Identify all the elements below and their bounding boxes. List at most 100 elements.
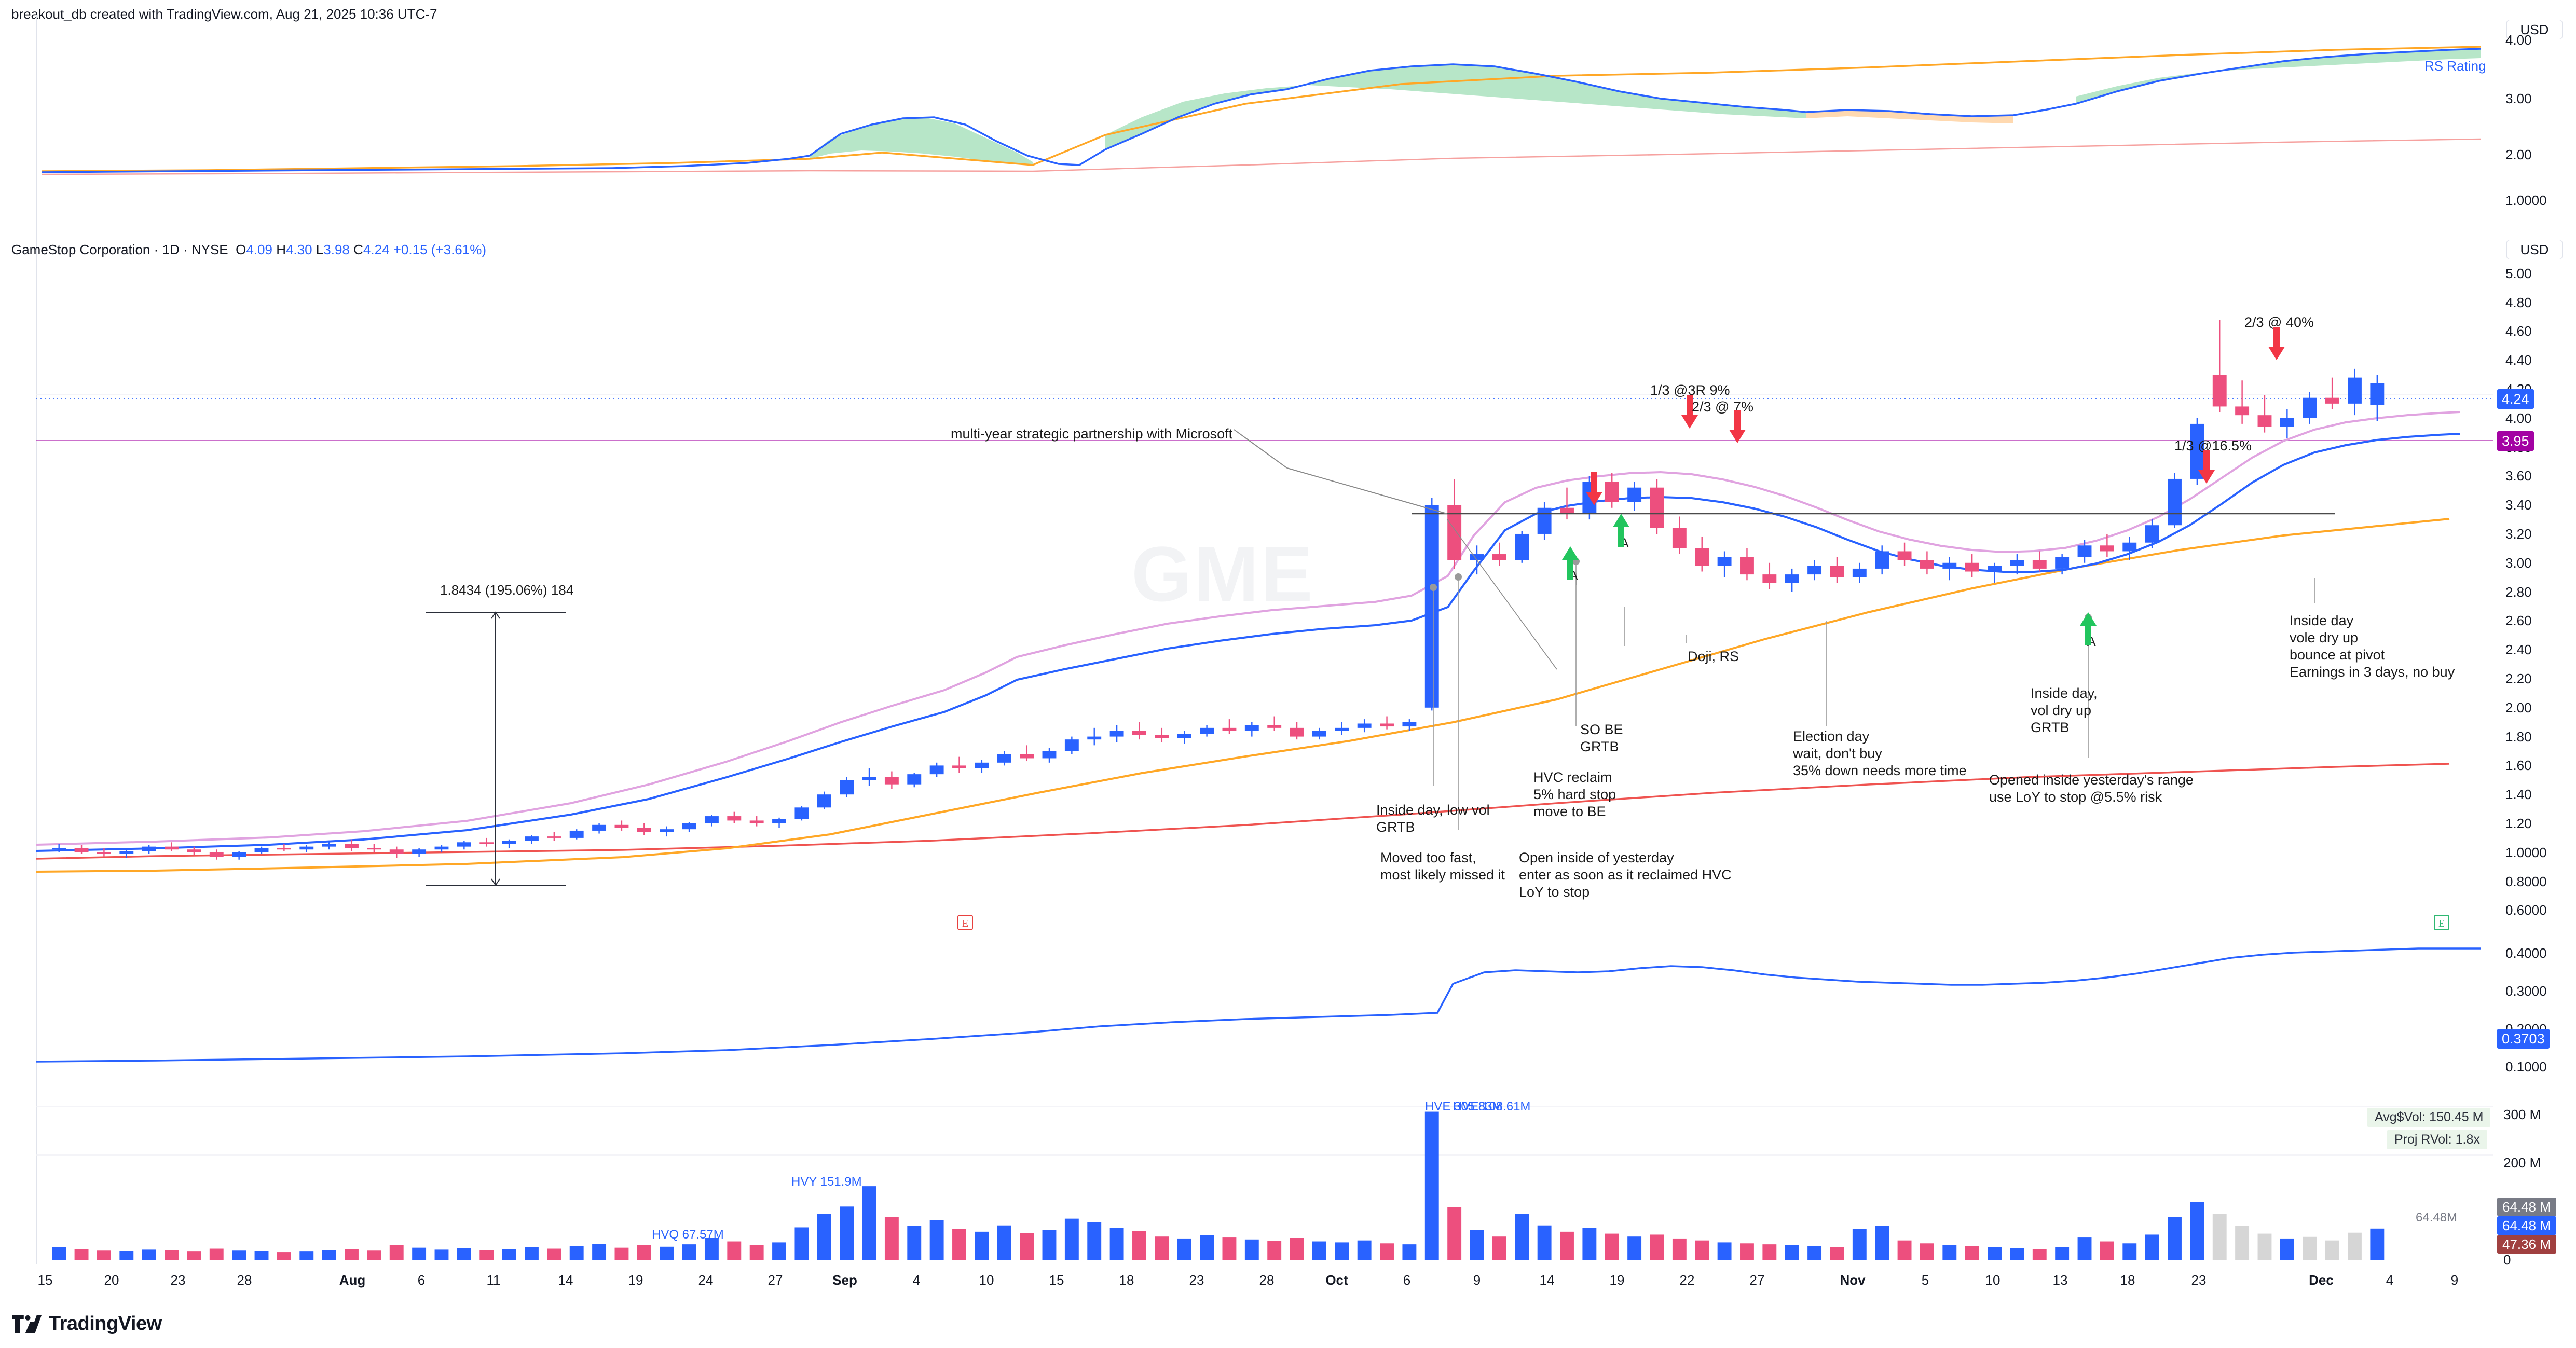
volume-bar [389,1245,404,1260]
indicator-axis-tick: 0.3000 [2505,983,2547,999]
volume-bar [457,1248,471,1260]
annotation-open-inside-yesterday[interactable]: Open inside of yesterday enter as soon a… [1519,850,1732,900]
annotation-moved-too-fast[interactable]: Moved too fast, most likely missed it [1380,850,1505,883]
volume-bar [1717,1242,1732,1260]
volume-tag-red: 47.36 M [2497,1235,2556,1254]
date-axis-tick: 24 [698,1272,714,1288]
ohlc-close-key: C [353,242,363,257]
annotation-hvc-reclaim[interactable]: HVC reclaim 5% hard stop move to BE [1533,769,1616,819]
ohlc-open-value: 4.09 [246,242,272,257]
secondary-price-tag: 3.95 [2497,431,2534,451]
price-axis-tick: 1.0000 [2505,844,2547,860]
date-axis-tick: 6 [417,1272,426,1288]
volume-bar [1200,1235,1214,1260]
volume-bar [232,1250,246,1260]
date-axis-tick: 28 [237,1272,252,1288]
earnings-marker-icon[interactable]: E [2434,915,2449,930]
volume-bar-series [52,1111,2385,1260]
volume-bar [2370,1228,2385,1260]
symbol-interval: 1D [162,242,180,257]
volume-bar [929,1220,944,1260]
volume-bar [682,1244,696,1260]
volume-bar [479,1250,494,1260]
annotation-doji-rs[interactable]: Doji, RS [1688,649,1739,664]
volume-bar [142,1249,156,1260]
volume-bar [1222,1237,1237,1260]
volume-bar [1357,1240,1372,1260]
volume-bar [975,1231,989,1260]
price-axis-tick: 4.00 [2505,410,2532,426]
volume-bar [1942,1245,1957,1260]
volume-bar [1132,1231,1146,1260]
microsoft-note-leader-2 [1286,467,1447,514]
volume-bar [1470,1230,1484,1260]
volume-bar [772,1242,786,1260]
volume-bar [1335,1242,1349,1260]
tradingview-logo: TradingView [12,1313,162,1335]
date-axis-tick: 10 [979,1272,994,1288]
volume-pane [36,1106,2493,1260]
date-axis-tick: 20 [104,1272,119,1288]
earnings-marker-icon[interactable]: E [957,915,973,930]
date-axis-tick: 9 [2450,1272,2459,1288]
microsoft-note-leader [1234,429,1287,469]
volume-bar [1785,1245,1799,1260]
volume-bar [1424,1111,1439,1260]
price-axis-tick: 1.60 [2505,758,2532,774]
annotation-so-be-grtb[interactable]: SO BE GRTB [1580,722,1623,754]
annotation-inside-day-low-vol[interactable]: Inside day, low vol GRTB [1376,802,1490,835]
symbol-name: GameStop Corporation [11,242,150,257]
date-axis-tick: 15 [1049,1272,1064,1288]
annotation-microsoft-partnership[interactable]: multi-year strategic partnership with Mi… [951,426,1233,442]
volume-bar [1380,1243,1394,1260]
volume-axis-tick: 0 [2503,1252,2511,1268]
price-axis-tick: 0.8000 [2505,873,2547,889]
volume-bar [1020,1233,1034,1260]
volume-bar [1672,1238,1687,1260]
price-axis-tick: 2.60 [2505,613,2532,629]
annotation-opened-inside-range[interactable]: Opened inside yesterday's range use LoY … [1989,772,2194,805]
volume-bar [2032,1249,2047,1260]
date-axis-tick: Aug [339,1272,366,1288]
high-volume-label: HVY 151.9M [791,1175,862,1189]
top-pane-currency-badge[interactable]: USD [2506,20,2563,39]
volume-tag-gray: 64.48 M [2497,1198,2556,1216]
volume-bar [2235,1226,2250,1260]
measure-tool-label: 1.8434 (195.06%) 184 [440,582,574,598]
annotation-inside-day-bounce[interactable]: Inside day vole dry up bounce at pivot E… [2290,613,2455,680]
volume-bar [840,1206,854,1260]
volume-bar [547,1248,561,1260]
volume-bar [2100,1241,2114,1260]
avg-dollar-volume-badge: Avg$Vol: 150.45 M [2367,1108,2491,1127]
volume-bar [1447,1207,1462,1260]
annotation-election-day[interactable]: Election day wait, don't buy 35% down ne… [1793,728,1967,778]
volume-bar [1988,1247,2002,1260]
date-axis-tick: 15 [37,1272,53,1288]
price-axis-tick: 3.00 [2505,555,2532,571]
price-axis-tick: 2.20 [2505,670,2532,686]
volume-bar [1875,1226,1889,1260]
volume-bar [119,1251,134,1260]
sell-arrow-icon-sell-2-3-7 [1727,410,1748,447]
volume-bar [749,1245,764,1260]
high-volume-label: HVQ 67.57M [652,1228,724,1242]
volume-bar [1064,1218,1079,1260]
price-axis-tick: 3.20 [2505,526,2532,542]
volume-bar [614,1247,629,1260]
proj-rvol-badge: Proj RVol: 1.8x [2387,1130,2487,1149]
symbol-info-line[interactable]: GameStop Corporation · 1D · NYSE O4.09 H… [11,242,486,257]
rs-rating-series-label: RS Rating [2424,58,2486,74]
price-axis-tick: 1.20 [2505,816,2532,831]
price-axis-tick: 2.80 [2505,584,2532,600]
volume-bar [187,1251,201,1260]
volume-bar [817,1214,831,1260]
tradingview-mark-icon [12,1315,42,1333]
volume-bar [704,1238,719,1260]
volume-bar [2190,1202,2204,1260]
volume-bar [1312,1241,1326,1260]
annotation-inside-day-vol-dry-up[interactable]: Inside day, vol dry up GRTB [2031,685,2098,735]
high-volume-label: HVE 305.83M [1425,1099,1503,1113]
date-axis-tick: 13 [2052,1272,2068,1288]
main-pane-currency-badge[interactable]: USD [2506,240,2563,259]
volume-bar [165,1250,179,1260]
